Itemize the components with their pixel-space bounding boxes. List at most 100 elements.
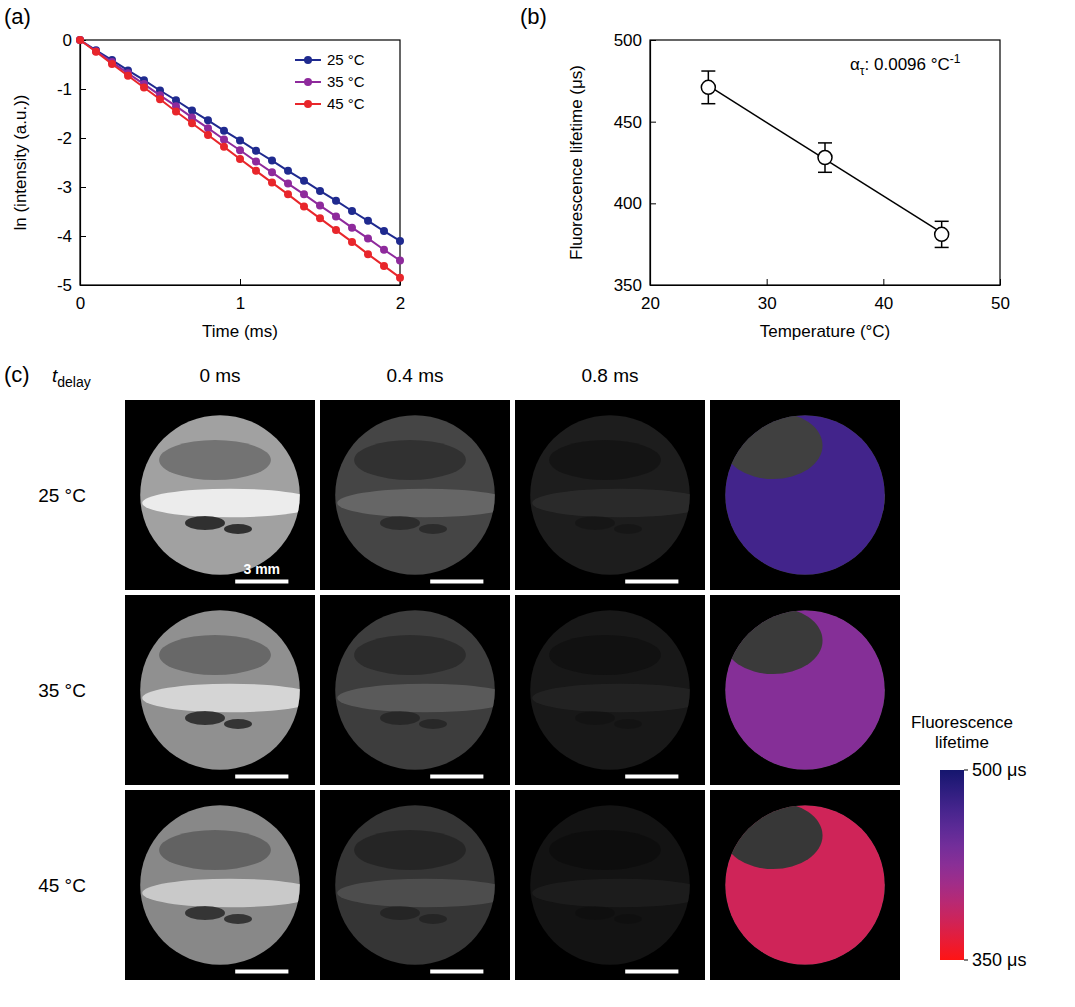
texture bbox=[354, 440, 466, 480]
tick-label: 0 bbox=[76, 294, 85, 313]
column-header: 0.8 ms bbox=[581, 365, 638, 386]
data-point bbox=[204, 124, 212, 132]
column-header: 0.4 ms bbox=[386, 365, 443, 386]
data-point bbox=[236, 136, 244, 144]
tick-mark bbox=[240, 279, 241, 285]
texture bbox=[142, 684, 318, 713]
texture bbox=[549, 830, 661, 870]
texture bbox=[419, 524, 447, 534]
texture bbox=[185, 516, 225, 530]
scale-bar bbox=[235, 969, 288, 973]
texture bbox=[337, 635, 513, 729]
tick-mark bbox=[650, 122, 656, 123]
x-axis-title: Temperature (°C) bbox=[760, 322, 891, 341]
column-header: 0 ms bbox=[199, 365, 240, 386]
lifetime-map-cell bbox=[710, 790, 903, 980]
texture bbox=[614, 914, 642, 924]
tick-mark bbox=[80, 138, 86, 139]
legend-label: 35 °C bbox=[327, 73, 365, 90]
x-axis-title: Time (ms) bbox=[202, 322, 278, 341]
colorbar-tick bbox=[964, 770, 968, 771]
error-bar bbox=[935, 221, 949, 247]
texture bbox=[575, 711, 615, 725]
texture bbox=[159, 830, 271, 870]
texture bbox=[354, 830, 466, 870]
legend-item: 25 °C bbox=[295, 51, 365, 68]
delay-label-part: delay bbox=[57, 374, 90, 390]
row-label: 25 °C bbox=[38, 485, 86, 506]
axis-line bbox=[650, 41, 651, 286]
scale-bar-label: 3 mm bbox=[244, 561, 281, 577]
data-point bbox=[348, 238, 356, 246]
xticks-axis: 20304050 bbox=[641, 279, 1010, 313]
annotation-part: -1 bbox=[950, 52, 961, 66]
image-cell bbox=[515, 790, 708, 980]
tick-label: 1 bbox=[236, 294, 245, 313]
data-point bbox=[348, 207, 356, 215]
image-cell bbox=[320, 400, 513, 590]
lifetime-map-cell bbox=[710, 400, 903, 590]
texture bbox=[614, 524, 642, 534]
figure: 0120-1-2-3-4-5Time (ms)ln (intensity (a.… bbox=[0, 0, 1075, 1007]
data-point bbox=[204, 116, 212, 124]
tick: -3 bbox=[57, 178, 86, 197]
texture bbox=[532, 684, 708, 713]
texture bbox=[380, 711, 420, 725]
data-point bbox=[300, 177, 308, 185]
texture bbox=[142, 879, 318, 908]
data-point bbox=[300, 190, 308, 198]
scale-bar bbox=[235, 579, 288, 583]
data-point bbox=[76, 36, 84, 44]
data-point bbox=[316, 187, 324, 195]
texture bbox=[159, 635, 271, 675]
data-point bbox=[172, 108, 180, 116]
tick-mark bbox=[80, 236, 86, 237]
texture bbox=[419, 914, 447, 924]
data-point bbox=[284, 180, 292, 188]
tick-label: -2 bbox=[57, 129, 72, 148]
tick: 500 bbox=[614, 31, 656, 50]
error-bar-cap bbox=[935, 247, 949, 249]
yticks-axis: 0-1-2-3-4-5 bbox=[57, 31, 86, 295]
texture bbox=[337, 879, 513, 908]
image-cell bbox=[125, 595, 318, 785]
tick-label: 20 bbox=[641, 294, 660, 313]
data-point bbox=[220, 135, 228, 143]
fit-line bbox=[708, 86, 941, 233]
lifetime-map bbox=[724, 802, 885, 965]
data-point bbox=[108, 60, 116, 68]
unmapped-region bbox=[724, 802, 823, 869]
data-point bbox=[204, 131, 212, 139]
error-bar-cap bbox=[701, 103, 715, 105]
colorbar-title: Fluorescencelifetime bbox=[911, 713, 1013, 752]
texture bbox=[532, 635, 708, 729]
tick-label: 400 bbox=[614, 194, 642, 213]
texture bbox=[380, 906, 420, 920]
annotation: ατ: 0.0096 °C-1 bbox=[850, 52, 961, 78]
legend-item: 45 °C bbox=[295, 95, 365, 112]
data-point bbox=[364, 217, 372, 225]
annotation-part: α bbox=[850, 55, 860, 74]
tick: 40 bbox=[874, 279, 893, 313]
error-bar-cap bbox=[935, 221, 949, 223]
unmapped-region bbox=[724, 607, 823, 674]
tick: -5 bbox=[57, 276, 86, 295]
panel: 0120-1-2-3-4-5Time (ms)ln (intensity (a.… bbox=[4, 4, 405, 341]
data-point bbox=[364, 250, 372, 258]
data-point bbox=[236, 146, 244, 154]
tick: -1 bbox=[57, 80, 86, 99]
data-point bbox=[252, 147, 260, 155]
yticks-axis: 350400450500 bbox=[614, 31, 656, 295]
tick-label: 0 bbox=[63, 31, 72, 50]
texture bbox=[337, 440, 513, 534]
scale-bar bbox=[430, 969, 483, 973]
data-point bbox=[332, 226, 340, 234]
xticks-axis: 012 bbox=[76, 279, 405, 313]
scale-bar bbox=[430, 774, 483, 778]
data-point bbox=[76, 36, 84, 44]
data-point bbox=[268, 157, 276, 165]
data-point bbox=[300, 203, 308, 211]
plot-frame bbox=[650, 40, 1000, 285]
tick: -2 bbox=[57, 129, 86, 148]
texture bbox=[549, 440, 661, 480]
